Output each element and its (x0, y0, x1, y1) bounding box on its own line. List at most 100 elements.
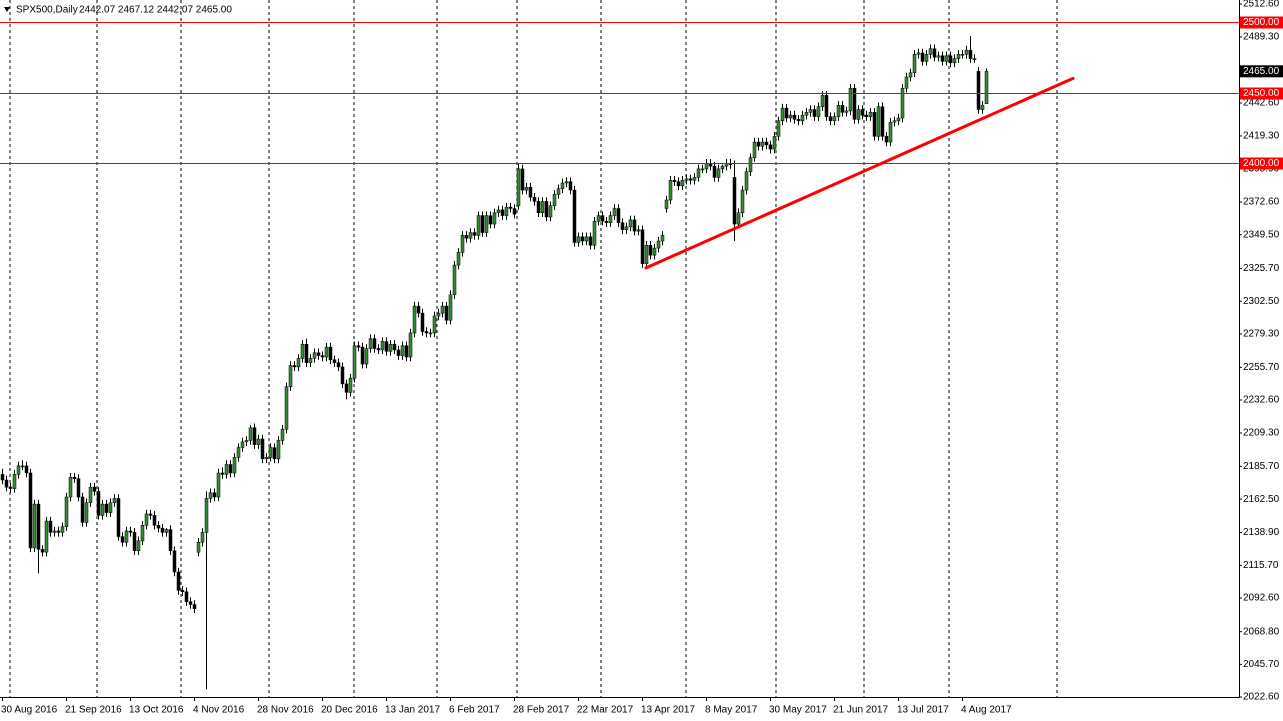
candle-body (32, 503, 37, 549)
candle-body (100, 503, 105, 516)
y-tick-label: 2092.60 (1243, 593, 1280, 604)
y-tick-label: 2279.30 (1243, 329, 1280, 340)
candle-body (620, 222, 625, 230)
candle-body (668, 179, 673, 201)
candle-body (768, 144, 773, 150)
candle-body (56, 530, 61, 533)
candle-body (220, 472, 225, 475)
x-tick-label: 8 May 2017 (705, 705, 758, 716)
candle-body (648, 245, 653, 256)
candle-body (672, 179, 677, 182)
candle-body (656, 240, 661, 249)
candle-body (528, 187, 533, 198)
candle-body (76, 478, 81, 498)
x-tick-label: 20 Dec 2016 (321, 705, 378, 716)
candle-body (52, 530, 57, 533)
candle-body (248, 427, 253, 441)
candle-body (840, 105, 845, 113)
candle-body (660, 235, 665, 242)
candle-body (704, 162, 709, 170)
candle-body (388, 344, 393, 352)
candle-body (264, 457, 269, 460)
candle-body (636, 229, 641, 232)
candle-body (508, 206, 513, 209)
candle-body (904, 76, 909, 89)
y-tick-label: 2255.70 (1243, 362, 1280, 373)
level-label: 2400.00 (1243, 158, 1280, 169)
candle-body (560, 182, 565, 189)
candle-body (644, 245, 649, 264)
candle-body (824, 95, 829, 117)
y-tick-label: 2442.60 (1243, 98, 1280, 109)
candle-body (372, 338, 377, 349)
candle-body (712, 165, 717, 178)
candle-body (280, 428, 285, 441)
candle-body (192, 604, 197, 609)
candle-body (48, 520, 53, 533)
candle-body (924, 54, 929, 62)
candle-body (208, 492, 213, 499)
candle-body (608, 215, 613, 223)
candle-body (12, 474, 17, 489)
candle-body (976, 71, 981, 110)
candle-body (156, 525, 161, 529)
candle-body (484, 215, 489, 233)
y-tick-label: 2045.70 (1243, 659, 1280, 670)
candle-body (592, 220, 597, 246)
x-tick-label: 13 Oct 2016 (129, 705, 184, 716)
candle-body (512, 208, 517, 215)
candle-body (828, 116, 833, 122)
candle-body (580, 236, 585, 242)
candle-body (308, 358, 313, 363)
candle-body (808, 109, 813, 113)
candle-body (540, 201, 545, 213)
candle-body (268, 447, 273, 458)
candle-body (792, 114, 797, 120)
candle-body (204, 498, 209, 533)
candle-body (500, 209, 505, 216)
candle-body (244, 440, 249, 443)
y-tick-label: 2185.70 (1243, 461, 1280, 472)
y-tick-label: 2022.60 (1243, 692, 1280, 703)
x-tick-label: 21 Jun 2017 (833, 705, 888, 716)
candle-body (524, 187, 529, 191)
candle-body (740, 189, 745, 213)
candle-body (304, 344, 309, 363)
level-label: 2500.00 (1243, 17, 1280, 28)
candle-body (884, 136, 889, 143)
candle-body (796, 119, 801, 122)
candle-body (444, 305, 449, 321)
candle-body (856, 109, 861, 120)
candle-body (284, 386, 289, 430)
candle-body (584, 236, 589, 242)
candle-body (460, 235, 465, 253)
candle-body (556, 188, 561, 195)
candle-body (720, 165, 725, 170)
candle-body (912, 54, 917, 73)
candle-body (68, 476, 73, 498)
candle-body (716, 168, 721, 178)
candle-body (236, 447, 241, 458)
candle-body (896, 117, 901, 122)
candle-body (600, 215, 605, 222)
candle-body (116, 498, 121, 537)
candle-body (88, 486, 93, 503)
candle-body (628, 219, 633, 228)
candle-body (684, 178, 689, 181)
candle-body (968, 49, 973, 59)
candle-body (732, 177, 737, 225)
candle-body (180, 590, 185, 593)
y-tick-label: 2489.30 (1243, 32, 1280, 43)
candle-body (572, 189, 577, 243)
candle-body (948, 55, 953, 64)
candle-body (752, 141, 757, 158)
candle-body (176, 571, 181, 591)
candle-body (932, 48, 937, 58)
x-tick-label: 30 May 2017 (769, 705, 827, 716)
candle-body (136, 540, 141, 552)
candle-body (780, 107, 785, 122)
candle-body (816, 106, 821, 117)
candle-body (416, 305, 421, 314)
candle-body (488, 215, 493, 225)
candle-body (20, 465, 25, 468)
